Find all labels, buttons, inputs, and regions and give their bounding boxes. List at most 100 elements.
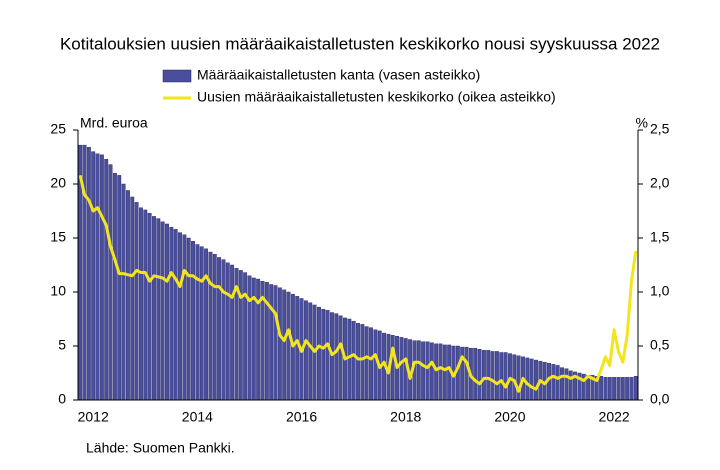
bar [551,364,556,401]
source: Lähde: Suomen Pankki. [86,440,235,456]
bar [121,183,126,401]
bar [247,275,252,401]
bar [356,323,360,401]
bar [221,259,226,401]
bar [199,246,204,401]
y2-tick-label: 2,0 [650,175,670,191]
bar [481,350,486,401]
bar [238,270,243,401]
bar [373,329,378,401]
bar [516,355,521,401]
bar [477,349,482,401]
bar [225,262,230,401]
bar [499,352,504,401]
y-tick-label: 10 [50,283,66,299]
bar [277,287,282,401]
bar [169,226,174,401]
y-tick-label: 5 [58,337,66,353]
y2-tick-label: 0,5 [650,337,670,353]
bar [330,312,334,401]
bar [178,232,182,401]
bar [438,343,443,401]
bar [360,324,365,401]
x-tick-label: 2012 [78,409,109,425]
bar [99,154,104,401]
bar [195,244,200,401]
bar [555,365,560,401]
bar [508,353,512,401]
bar [464,346,469,401]
x-tick-label: 2018 [390,409,421,425]
bar [564,368,569,401]
bar [512,354,517,401]
bar [86,147,91,401]
bar [425,341,430,401]
bar [182,234,187,401]
bar [186,237,191,401]
bar [351,320,356,401]
bar [473,347,478,401]
bar [629,377,634,401]
bar [125,190,130,401]
bar [607,377,612,401]
bar [152,216,156,401]
bar [165,223,169,401]
bar [338,315,343,401]
bar [560,367,564,401]
bar [429,342,434,401]
bar [390,335,395,401]
bar [534,359,538,401]
bar [612,377,617,401]
bar [286,291,291,401]
bar [273,285,278,401]
bar [243,272,248,401]
bar [599,376,604,401]
bar [130,196,135,401]
x-tick-label: 2020 [494,409,525,425]
bar [173,229,178,401]
bar [295,296,300,401]
bar [625,377,630,401]
bar [529,358,534,401]
bar [217,257,222,401]
bar [143,209,148,401]
bar [321,309,326,401]
y-tick-label: 0 [58,391,66,407]
bar [416,340,421,401]
bar [616,377,621,401]
bar [91,151,96,401]
bar [204,248,208,401]
bar [134,202,139,401]
bar [525,357,530,401]
bar [303,300,308,401]
bar [112,172,117,401]
bar [568,370,573,401]
y-axis-label: Mrd. euroa [80,115,148,131]
bar [434,343,439,401]
y-tick-label: 20 [50,175,66,191]
y2-tick-label: 1,0 [650,283,670,299]
x-tick-label: 2016 [286,409,317,425]
bar [442,344,447,401]
bar [208,251,213,401]
bar [347,318,352,401]
bar [230,264,235,401]
bar [460,346,465,401]
y-tick-label: 15 [50,229,66,245]
bar [486,350,491,401]
bar [191,241,195,401]
bar [95,153,100,401]
x-tick-label: 2014 [182,409,213,425]
line [78,175,638,393]
legend-label: Uusien määräaikaistalletusten keskikorko… [197,89,556,105]
y-tick-label: 25 [50,121,66,137]
bar [160,221,165,401]
bar [399,337,404,401]
legend-swatch [162,69,192,83]
bar [603,377,608,401]
legend-label: Määräaikaistalletusten kanta (vasen aste… [197,67,480,83]
bar [147,212,152,401]
bar [104,158,109,401]
y2-tick-label: 1,5 [650,229,670,245]
